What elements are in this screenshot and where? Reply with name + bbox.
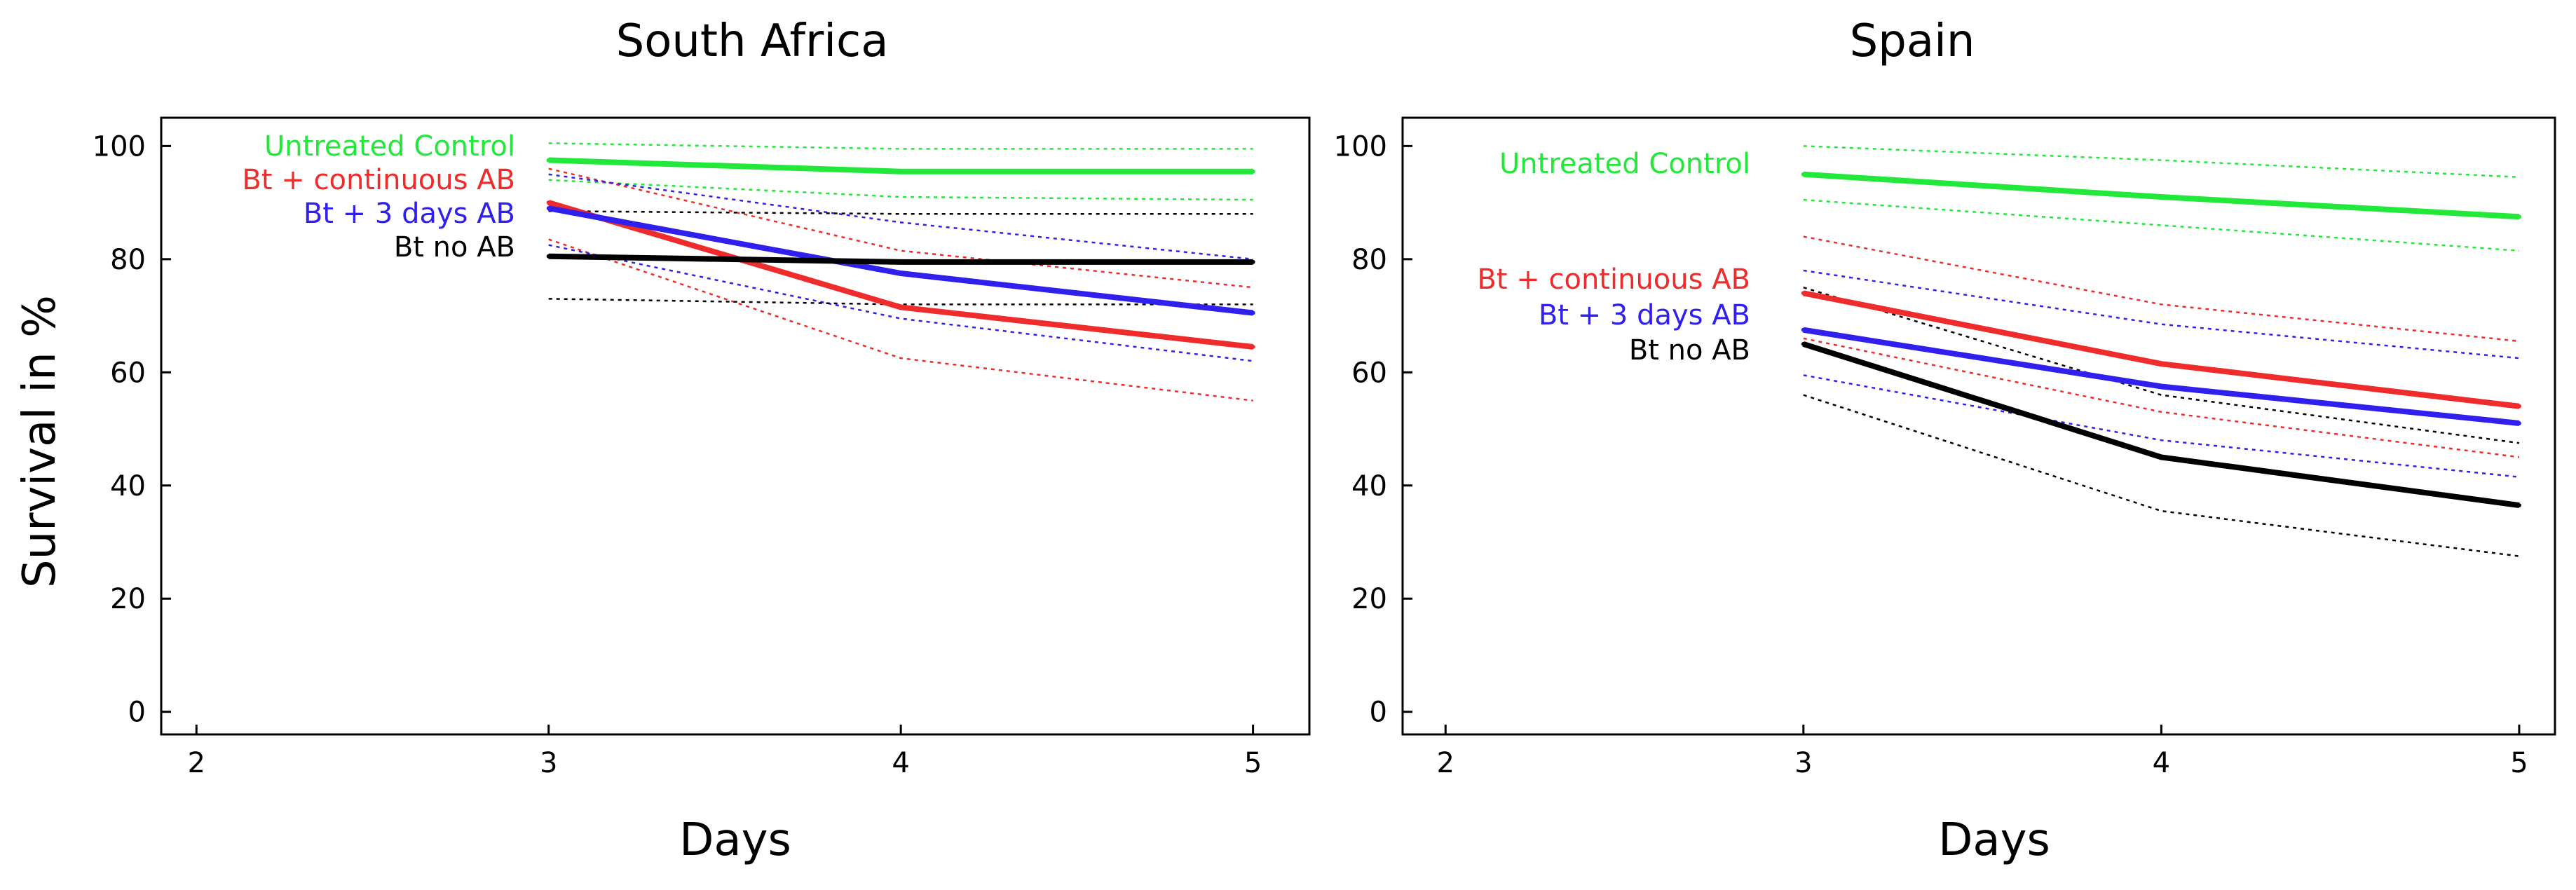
plot-frame	[160, 116, 1311, 736]
data-point-bt-no-ab	[546, 254, 551, 259]
data-point-bt-continuous-ab	[2159, 362, 2164, 367]
y-tick-label: 100	[93, 130, 146, 163]
series-untreated-control-ci-lower	[548, 179, 1253, 201]
data-point-bt-continuous-ab	[1250, 344, 1255, 349]
legend-entry-untreated-control: Untreated Control	[264, 130, 515, 163]
y-axis-label: Survival in %	[14, 295, 66, 588]
data-point-untreated-control	[546, 158, 551, 163]
legend-entry-bt-3-days-ab: Bt + 3 days AB	[304, 198, 515, 230]
chart-title: Spain	[1850, 15, 1975, 67]
y-tick-label: 0	[1370, 697, 1387, 729]
series-bt-continuous-ab-ci-lower	[548, 238, 1253, 402]
series-untreated-control-ci-lower	[1803, 198, 2520, 252]
x-tick-label: 2	[1437, 747, 1454, 779]
data-point-bt-3-days-ab	[1250, 310, 1255, 315]
data-point-bt-3-days-ab	[546, 206, 551, 211]
y-tick-label: 20	[110, 583, 146, 615]
legend-entry-untreated-control: Untreated Control	[1499, 148, 1750, 180]
y-tick-label: 0	[128, 697, 146, 729]
x-tick-label: 3	[1794, 747, 1812, 779]
y-tick-label: 60	[110, 357, 146, 389]
data-point-bt-3-days-ab	[2159, 384, 2164, 389]
x-tick-label: 3	[540, 747, 557, 779]
chart-panel-spain: Spain Days 2 3 4 5 0 20 40 60 80 100 Untreated Con…	[1334, 15, 2556, 866]
y-tick-label: 60	[1351, 357, 1387, 389]
data-point-untreated-control	[1801, 172, 1806, 177]
x-tick-label: 5	[2510, 747, 2528, 779]
plot-frame	[1401, 116, 2556, 736]
series-untreated-control-ci-upper	[548, 142, 1253, 150]
data-point-bt-no-ab	[1801, 341, 1806, 346]
data-point-bt-continuous-ab	[546, 200, 551, 205]
data-point-untreated-control	[2159, 195, 2164, 200]
data-point-untreated-control	[2516, 214, 2521, 219]
data-point-bt-continuous-ab	[899, 305, 904, 310]
data-point-untreated-control	[899, 169, 904, 174]
y-tick-label: 100	[1334, 130, 1387, 163]
y-tick-label: 40	[110, 470, 146, 502]
data-point-bt-continuous-ab	[1801, 291, 1806, 296]
data-point-bt-3-days-ab	[2516, 420, 2521, 425]
series-bt-3-days-ab-ci-lower	[548, 244, 1253, 362]
y-tick-label: 80	[110, 244, 146, 276]
y-tick-label: 20	[1351, 583, 1387, 615]
data-point-bt-3-days-ab	[1801, 327, 1806, 332]
series-bt-no-ab-ci-lower	[548, 298, 1253, 306]
x-tick-label: 2	[188, 747, 205, 779]
series-bt-no-ab-ci-upper	[548, 210, 1253, 215]
series-bt-no-ab-ci-upper	[1803, 287, 2520, 444]
x-tick-label: 5	[1244, 747, 1262, 779]
series-untreated-control-ci-upper	[1803, 145, 2520, 179]
data-point-bt-3-days-ab	[899, 271, 904, 276]
y-tick-label: 40	[1351, 470, 1387, 502]
x-tick-label: 4	[2153, 747, 2170, 779]
legend-entry-bt-no-ab: Bt no AB	[394, 231, 515, 263]
series-bt-3-days-ab-ci-lower	[1803, 374, 2520, 478]
data-point-untreated-control	[1250, 169, 1255, 174]
series-bt-continuous-ab-ci-upper	[1803, 235, 2520, 343]
series-line-bt-no-ab	[1802, 341, 2520, 508]
legend-entry-bt-3-days-ab: Bt + 3 days AB	[1539, 299, 1750, 331]
x-axis-label: Days	[679, 814, 791, 866]
data-point-bt-no-ab	[2159, 455, 2164, 460]
data-point-bt-no-ab	[2516, 503, 2521, 508]
legend-entry-bt-continuous-ab: Bt + continuous AB	[1477, 263, 1750, 296]
series-bt-3-days-ab-ci-upper	[548, 173, 1253, 261]
data-point-bt-continuous-ab	[2516, 404, 2521, 409]
y-tick-label: 80	[1351, 244, 1387, 276]
series-bt-3-days-ab-ci-upper	[1803, 269, 2520, 360]
chart-panel-south-africa: South Africa Days 2 3 4 5 0 20 40 60 80 100 Untrea…	[93, 15, 1311, 866]
data-point-bt-no-ab	[1250, 259, 1255, 264]
legend-entry-bt-no-ab: Bt no AB	[1629, 334, 1750, 367]
x-tick-label: 4	[892, 747, 909, 779]
x-axis-label: Days	[1938, 814, 2050, 866]
legend-entry-bt-continuous-ab: Bt + continuous AB	[242, 164, 515, 196]
series-bt-no-ab-ci-lower	[1803, 394, 2520, 557]
chart-title: South Africa	[616, 15, 889, 67]
data-point-bt-no-ab	[899, 259, 904, 264]
series-bt-continuous-ab-ci-lower	[1803, 337, 2520, 458]
